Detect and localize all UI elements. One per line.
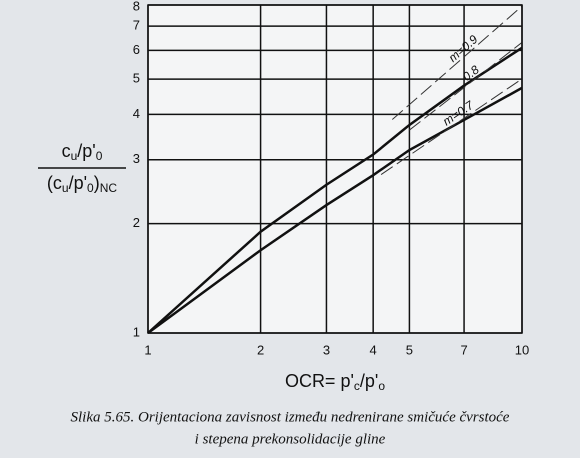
x-tick-label: 4 (370, 342, 377, 357)
x-tick-label: 1 (144, 342, 151, 357)
reference-line (380, 78, 523, 176)
x-tick-label: 3 (323, 342, 330, 357)
caption-line: i stepena prekonsolidacije gline (195, 431, 386, 447)
curve (147, 86, 523, 335)
x-tick-label: 7 (460, 342, 467, 357)
reference-line (391, 5, 523, 120)
curve (147, 46, 523, 334)
subscript: 0 (87, 181, 94, 195)
reference-line (409, 42, 523, 131)
subscript: c (354, 379, 360, 393)
label-part: ) (94, 173, 100, 193)
label-part: /p' (360, 371, 378, 391)
y-tick-label: 8 (133, 0, 140, 13)
y-tick-label: 2 (133, 215, 140, 230)
subscript: u (62, 181, 69, 195)
label-part: c (62, 141, 71, 161)
y-tick-label: 3 (133, 151, 140, 166)
y-label-denominator: (cu/p'0)NC (47, 173, 117, 195)
x-tick-label: 2 (257, 342, 264, 357)
y-tick-label: 1 (133, 324, 140, 339)
y-tick-label: 4 (133, 106, 140, 121)
y-tick-label: 6 (133, 42, 140, 57)
subscript: NC (100, 181, 118, 195)
label-part: /p' (69, 173, 87, 193)
label-part: OCR= p' (285, 371, 354, 391)
plot-frame (147, 4, 523, 334)
caption-line: Slika 5.65. Orijentaciona zavisnost izme… (71, 409, 510, 425)
y-tick-label: 7 (133, 18, 140, 33)
subscript: 0 (96, 149, 103, 163)
y-label-numerator: cu/p'0 (62, 141, 103, 163)
x-tick-label: 5 (406, 342, 413, 357)
subscript: o (378, 379, 385, 393)
y-tick-label: 5 (133, 71, 140, 86)
x-label: OCR= p'c/p'o (285, 371, 385, 393)
label-part: /p' (77, 141, 95, 161)
label-part: (c (47, 173, 62, 193)
subscript: u (71, 149, 78, 163)
x-tick-label: 10 (515, 342, 529, 357)
